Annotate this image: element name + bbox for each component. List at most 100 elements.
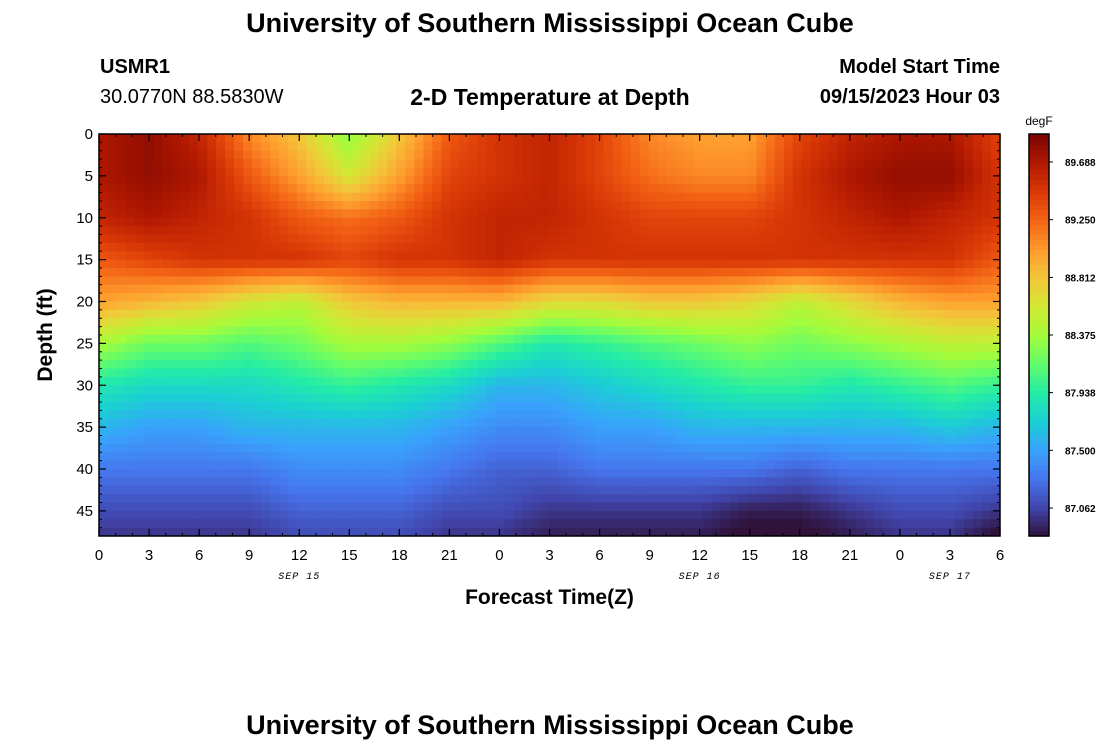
heatmap-cell	[828, 477, 839, 487]
heatmap-cell	[450, 201, 460, 210]
heatmap-cell	[621, 368, 632, 378]
heatmap-cell	[891, 443, 902, 453]
heatmap-cell	[882, 360, 893, 370]
heatmap-cell	[657, 335, 668, 344]
heatmap-cell	[828, 142, 839, 152]
heatmap-cell	[882, 259, 893, 269]
heatmap-cell	[441, 460, 451, 470]
heatmap-cell	[855, 142, 866, 152]
heatmap-cell	[270, 201, 280, 210]
heatmap-cell	[432, 410, 442, 420]
heatmap-cell	[207, 150, 217, 160]
heatmap-cell	[954, 519, 965, 529]
x-tick-label: 21	[441, 547, 458, 564]
heatmap-cell	[936, 326, 947, 336]
heatmap-cell	[297, 134, 307, 143]
heatmap-cell	[702, 335, 713, 344]
heatmap-cell	[144, 393, 154, 403]
heatmap-cell	[828, 485, 839, 495]
heatmap-cell	[306, 201, 316, 210]
heatmap-cell	[792, 460, 803, 470]
heatmap-cell	[279, 301, 289, 311]
heatmap-cell	[522, 318, 533, 328]
heatmap-cell	[594, 268, 605, 277]
heatmap-cell	[909, 150, 920, 160]
heatmap-cell	[783, 510, 794, 520]
heatmap-cell	[990, 485, 1000, 495]
heatmap-cell	[621, 510, 632, 520]
heatmap-cell	[252, 159, 262, 169]
heatmap-cell	[180, 410, 190, 420]
heatmap-cell	[540, 318, 551, 328]
heatmap-cell	[243, 443, 253, 453]
heatmap-cell	[603, 284, 614, 294]
heatmap-cell	[279, 385, 289, 395]
heatmap-cell	[450, 159, 460, 169]
heatmap-cell	[441, 393, 451, 403]
heatmap-cell	[648, 293, 659, 303]
heatmap-cell	[450, 326, 460, 336]
heatmap-cell	[846, 175, 857, 185]
heatmap-cell	[243, 335, 253, 344]
heatmap-cell	[216, 418, 226, 428]
heatmap-cell	[252, 494, 262, 504]
heatmap-cell	[495, 376, 506, 386]
heatmap-cell	[927, 301, 938, 311]
heatmap-cell	[495, 335, 506, 344]
heatmap-cell	[711, 376, 722, 386]
heatmap-cell	[468, 485, 479, 495]
heatmap-cell	[297, 335, 307, 344]
heatmap-cell	[162, 318, 172, 328]
heatmap-cell	[648, 184, 659, 194]
heatmap-cell	[900, 184, 911, 194]
heatmap-cell	[666, 251, 677, 261]
heatmap-cell	[684, 159, 695, 169]
heatmap-cell	[603, 443, 614, 453]
heatmap-cell	[864, 477, 875, 487]
heatmap-cell	[720, 427, 731, 437]
heatmap-cell	[612, 527, 623, 536]
heatmap-cell	[801, 368, 812, 378]
heatmap-cell	[576, 510, 587, 520]
heatmap-cell	[819, 293, 830, 303]
heatmap-cell	[891, 259, 902, 269]
heatmap-cell	[297, 418, 307, 428]
heatmap-cell	[378, 335, 388, 344]
heatmap-cell	[360, 184, 370, 194]
heatmap-cell	[711, 335, 722, 344]
heatmap-cell	[117, 234, 127, 244]
heatmap-cell	[360, 217, 370, 227]
heatmap-cell	[747, 494, 758, 504]
heatmap-cell	[729, 427, 740, 437]
heatmap-cell	[432, 485, 442, 495]
heatmap-cell	[207, 502, 217, 512]
heatmap-cell	[945, 460, 956, 470]
heatmap-cell	[279, 477, 289, 487]
heatmap-cell	[711, 351, 722, 361]
heatmap-cell	[882, 226, 893, 236]
heatmap-cell	[792, 268, 803, 277]
heatmap-cell	[243, 159, 253, 169]
heatmap-cell	[837, 410, 848, 420]
heatmap-cell	[747, 192, 758, 202]
heatmap-cell	[234, 318, 244, 328]
heatmap-cell	[963, 443, 974, 453]
heatmap-cell	[486, 376, 497, 386]
heatmap-cell	[180, 150, 190, 160]
heatmap-cell	[927, 184, 938, 194]
heatmap-cell	[846, 226, 857, 236]
heatmap-cell	[306, 293, 316, 303]
heatmap-cell	[765, 134, 776, 143]
heatmap-cell	[234, 293, 244, 303]
heatmap-cell	[324, 192, 334, 202]
heatmap-cell	[963, 226, 974, 236]
heatmap-cell	[630, 150, 641, 160]
heatmap-cell	[351, 268, 361, 277]
heatmap-cell	[495, 402, 506, 411]
heatmap-cell	[594, 343, 605, 353]
heatmap-cell	[945, 435, 956, 445]
heatmap-cell	[855, 385, 866, 395]
heatmap-cell	[666, 351, 677, 361]
heatmap-cell	[261, 276, 271, 286]
heatmap-cell	[711, 234, 722, 244]
